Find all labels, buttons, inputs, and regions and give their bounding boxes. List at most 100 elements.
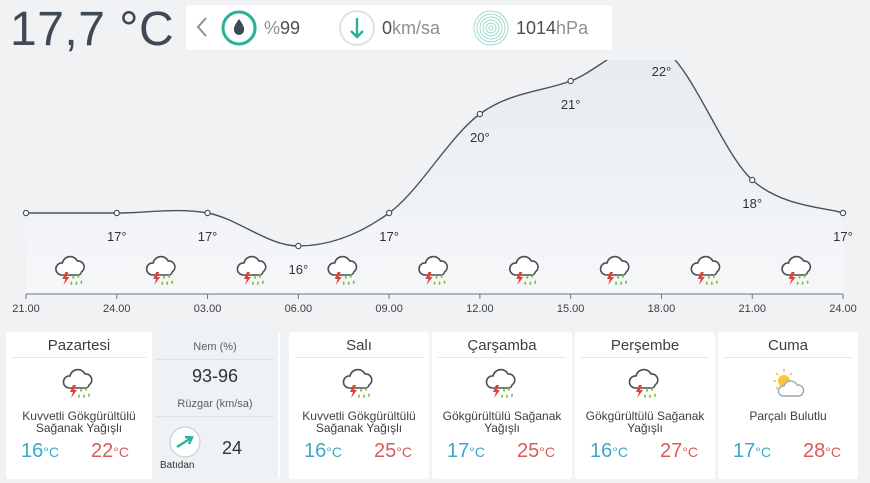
divider xyxy=(295,357,423,358)
humidity-prefix: % xyxy=(264,17,281,38)
forecast-card-tuesday[interactable]: Salı Kuvvetli Gökgürültülü Sağanak Yağışlı… xyxy=(289,332,429,479)
max-temperature: 25°C xyxy=(374,440,412,463)
x-tick-label: 24.00 xyxy=(829,303,857,315)
divider xyxy=(438,357,566,358)
min-temperature-value: 17 xyxy=(447,440,470,462)
temperature-point xyxy=(476,110,484,118)
temperature-point xyxy=(113,209,120,217)
divider xyxy=(156,359,274,360)
temperature-unit: °C xyxy=(682,444,698,460)
wind-arrow-down-icon xyxy=(339,10,375,46)
weather-description: Parçalı Bulutlu xyxy=(720,410,856,422)
max-temperature-value: 28 xyxy=(803,440,826,462)
temperature-label: 17° xyxy=(198,229,218,244)
description-line-1: Parçalı Bulutlu xyxy=(749,409,827,423)
partly-cloudy-icon xyxy=(769,366,807,402)
today-details-panel: Nem (%) 93-96 Rüzgar (km/sa) Batıdan 24 xyxy=(152,332,278,479)
max-temperature: 28°C xyxy=(803,440,841,463)
temperature-point xyxy=(22,209,30,217)
day-name: Pazartesi xyxy=(47,337,111,354)
temperature-unit: °C xyxy=(396,444,412,460)
min-temperature: 16°C xyxy=(304,440,342,463)
max-temperature: 25°C xyxy=(517,440,555,463)
x-tick-label: 06.00 xyxy=(285,303,313,315)
forecast-card-thursday[interactable]: Perşembe Gökgürültülü Sağanak Yağışlı 16°C 2… xyxy=(575,332,715,479)
humidity-drop-icon xyxy=(221,10,257,46)
min-temperature: 17°C xyxy=(733,440,771,463)
min-temperature: 17°C xyxy=(447,440,485,463)
wind-speed: 24 xyxy=(222,438,243,458)
wind-indicator: 0km/sa xyxy=(338,9,440,47)
temperature-label: 17° xyxy=(833,229,853,244)
pressure-unit: hPa xyxy=(556,17,589,38)
thunder-rain-icon xyxy=(626,366,664,402)
forecast-card-friday[interactable]: Cuma Parçalı Bulutlu 17°C 28°C xyxy=(718,332,858,479)
thunder-rain-icon xyxy=(483,366,521,402)
description-line-1: Kuvvetli Gökgürültülü xyxy=(22,409,136,423)
humidity-indicator: %99 xyxy=(220,9,300,47)
day-name: Cuma xyxy=(767,337,808,354)
divider xyxy=(156,416,274,417)
thunder-rain-icon xyxy=(60,366,98,402)
temperature-unit: °C xyxy=(113,444,129,460)
x-tick-label: 21.00 xyxy=(738,303,766,315)
wind-value: 0 xyxy=(382,17,393,38)
description-line-2: Sağanak Yağışlı xyxy=(315,421,403,435)
temperature-label: 21° xyxy=(561,97,581,112)
max-temperature: 27°C xyxy=(660,440,698,463)
max-temperature: 22°C xyxy=(91,440,129,463)
hourly-temperature-chart: 21.00 17° 24.00 17° 03.00 16° 06.00 17° 09.00 20°… xyxy=(12,60,857,315)
temperature-point xyxy=(295,242,302,250)
divider xyxy=(724,357,852,358)
temperature-label: 17° xyxy=(379,229,399,244)
temperature-unit: °C xyxy=(469,444,485,460)
pressure-indicator: 1014hPa xyxy=(472,9,588,47)
wind-direction-icon xyxy=(169,426,201,458)
weather-description: Gökgürültülü Sağanak Yağışlı xyxy=(577,410,713,434)
temperature-point xyxy=(204,209,211,217)
temperature-label: 17° xyxy=(107,229,127,244)
min-temperature-value: 16 xyxy=(21,440,44,462)
humidity-range: 93-96 xyxy=(191,366,239,386)
max-temperature-value: 25 xyxy=(517,440,540,462)
temperature-unit: °C xyxy=(326,444,342,460)
wind-label: Rüzgar (km/sa) xyxy=(177,398,253,410)
weather-description: Kuvvetli Gökgürültülü Sağanak Yağışlı xyxy=(8,410,150,434)
temperature-unit: °C xyxy=(612,444,628,460)
max-temperature-value: 22 xyxy=(91,440,114,462)
min-temperature: 16°C xyxy=(21,440,59,463)
pressure-value: 1014 xyxy=(516,17,557,38)
current-conditions-bar: %99 0km/sa 1014hPa xyxy=(186,5,612,50)
chevron-left-icon[interactable] xyxy=(192,15,212,39)
today-forecast-card[interactable]: Pazartesi Kuvvetli Gökgürültülü Sağanak … xyxy=(6,332,280,479)
forecast-card-wednesday[interactable]: Çarşamba Gökgürültülü Sağanak Yağışlı 17°C 2… xyxy=(432,332,572,479)
humidity-label: Nem (%) xyxy=(193,341,237,353)
min-temperature-value: 16 xyxy=(590,440,613,462)
description-line-2: Yağışlı xyxy=(627,421,663,435)
temperature-unit: °C xyxy=(539,444,555,460)
x-tick-label: 15.00 xyxy=(557,303,585,315)
temperature-unit: °C xyxy=(825,444,841,460)
temperature-point xyxy=(567,77,574,85)
day-name: Salı xyxy=(346,337,372,354)
temperature-unit: °C xyxy=(43,444,59,460)
weather-description: Gökgürültülü Sağanak Yağışlı xyxy=(434,410,570,434)
description-line-1: Kuvvetli Gökgürültülü xyxy=(302,409,416,423)
description-line-1: Gökgürültülü Sağanak xyxy=(585,409,705,423)
x-tick-label: 21.00 xyxy=(12,303,40,315)
weather-description: Kuvvetli Gökgürültülü Sağanak Yağışlı xyxy=(291,410,427,434)
max-temperature-value: 25 xyxy=(374,440,397,462)
min-temperature: 16°C xyxy=(590,440,628,463)
day-name: Çarşamba xyxy=(467,337,537,354)
temperature-line xyxy=(26,60,844,247)
x-tick-label: 03.00 xyxy=(194,303,222,315)
min-temperature-value: 17 xyxy=(733,440,756,462)
temperature-label: 20° xyxy=(470,130,490,145)
temperature-unit: °C xyxy=(755,444,771,460)
description-line-2: Yağışlı xyxy=(484,421,520,435)
humidity-value: 99 xyxy=(280,17,301,38)
chart-area-fill xyxy=(26,60,843,294)
description-line-1: Gökgürültülü Sağanak xyxy=(442,409,562,423)
temperature-label: 16° xyxy=(288,262,308,277)
x-tick-label: 09.00 xyxy=(375,303,403,315)
